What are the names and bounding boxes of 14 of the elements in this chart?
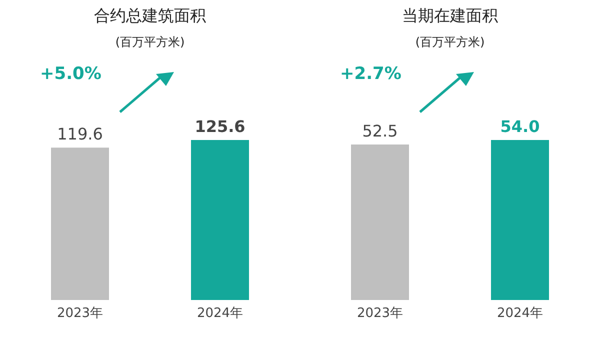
x-tick-label: 2023年 (56, 306, 104, 322)
data-label: 54.0 (500, 117, 540, 136)
x-tick-label: 2023年 (356, 306, 404, 322)
text: +2.7% (340, 64, 402, 84)
x-tick-label: 2024年 (496, 306, 544, 322)
data-label: 119.6 (57, 124, 103, 144)
data-label: 125.6 (194, 117, 246, 136)
x-tick-label: 2024年 (196, 306, 244, 322)
data-label: 52.5 (362, 121, 398, 140)
chart-title: 当期在建面积 (401, 6, 499, 27)
chart-subtitle: (百万平方米) (114, 34, 186, 51)
chart-title: 合约总建筑面积 (93, 6, 207, 27)
text: +5.0% (40, 64, 102, 84)
chart-subtitle: (百万平方米) (414, 34, 486, 51)
